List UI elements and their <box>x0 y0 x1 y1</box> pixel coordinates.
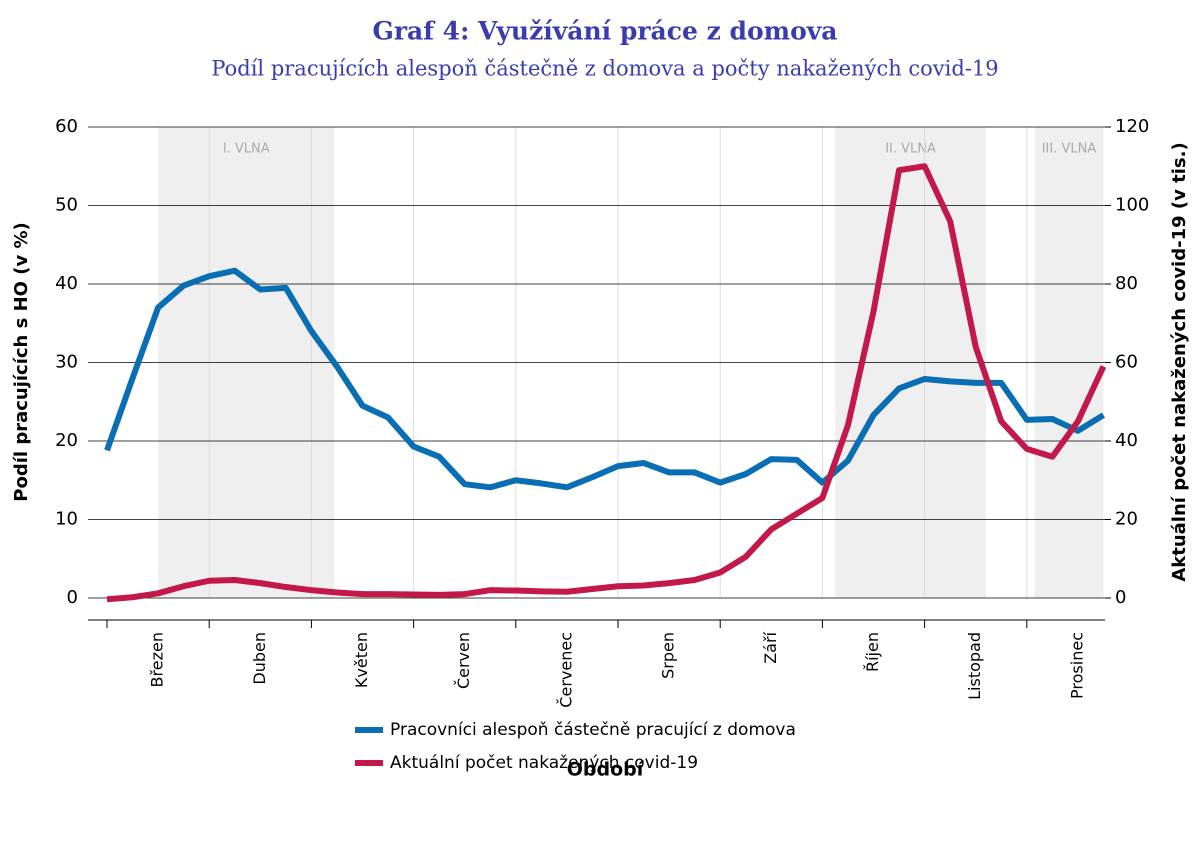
x-axis-label: Období <box>567 759 645 781</box>
legend-label: Pracovníci alespoň částečně pracující z … <box>390 720 796 740</box>
y-tick-label: 50 <box>55 195 78 216</box>
x-tick-label: Září <box>761 631 780 663</box>
y2-tick-label: 60 <box>1115 352 1138 373</box>
y-tick-label: 0 <box>67 587 78 608</box>
series-line <box>106 163 1107 603</box>
chart-subtitle: Podíl pracujících alespoň částečně z dom… <box>211 57 998 81</box>
x-tick-label: Červenec <box>556 632 575 708</box>
y2-tick-label: 0 <box>1115 587 1126 608</box>
y-tick-label: 30 <box>55 352 78 373</box>
wave-label: I. VLNA <box>223 142 270 157</box>
chart-title: Graf 4: Využívání práce z domova <box>373 17 838 46</box>
y-axis-label: Podíl pracujících s HO (v %) <box>11 222 32 501</box>
y2-tick-label: 20 <box>1115 509 1138 530</box>
y2-tick-label: 40 <box>1115 430 1138 451</box>
wave-label: II. VLNA <box>885 142 936 157</box>
y2-tick-label: 80 <box>1115 273 1138 294</box>
y2-axis-label: Aktuální počet nakažených covid-19 (v ti… <box>1169 142 1190 581</box>
legend-label: Aktuální počet nakažených covid-19 <box>390 753 698 773</box>
wave-label: III. VLNA <box>1042 142 1097 157</box>
x-tick-label: Květen <box>352 632 371 688</box>
y2-tick-label: 120 <box>1115 116 1149 137</box>
y2-tick-label: 100 <box>1115 195 1149 216</box>
x-tick-label: Listopad <box>965 632 984 700</box>
x-tick-label: Červen <box>454 632 473 689</box>
x-tick-label: Srpen <box>659 632 678 679</box>
y-tick-label: 60 <box>55 116 78 137</box>
x-tick-label: Březen <box>148 632 167 687</box>
y-tick-label: 10 <box>55 509 78 530</box>
x-tick-label: Říjen <box>863 632 882 672</box>
x-tick-label: Prosinec <box>1067 632 1086 699</box>
series-line <box>104 267 1106 491</box>
x-tick-label: Duben <box>250 632 269 685</box>
y-tick-label: 40 <box>55 273 78 294</box>
y-tick-label: 20 <box>55 430 78 451</box>
